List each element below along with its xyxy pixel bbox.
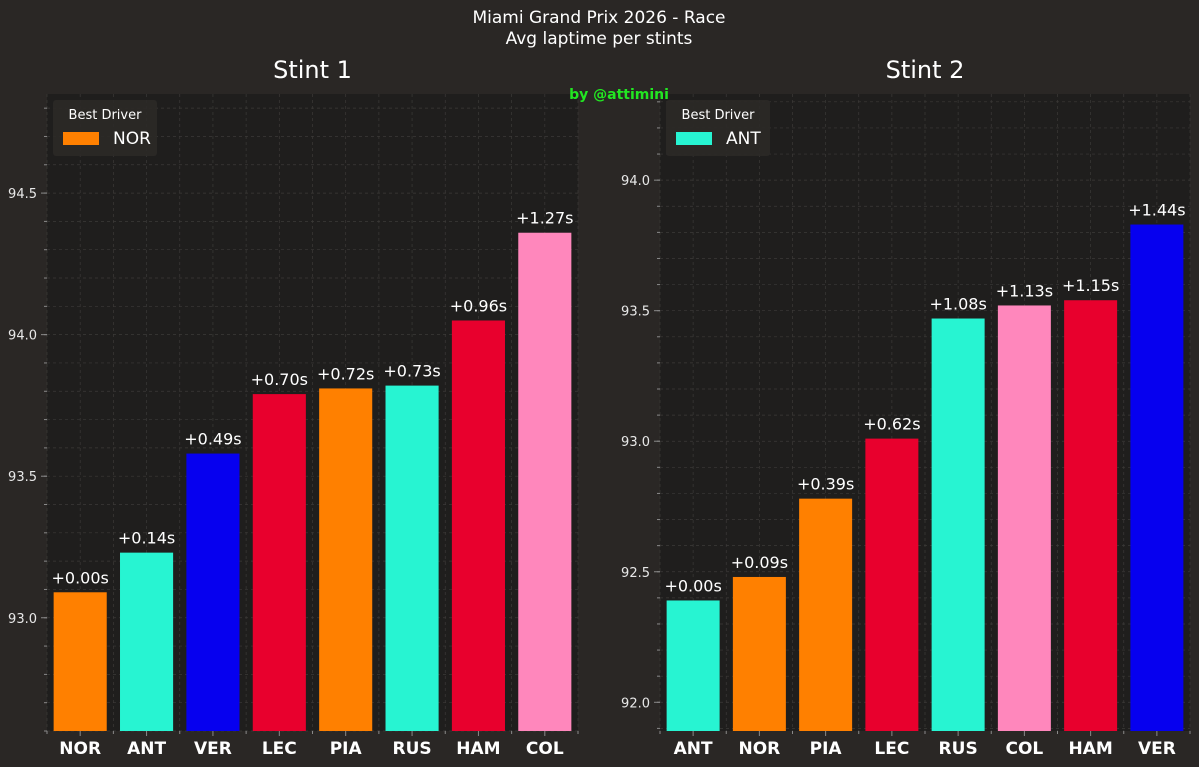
bar-value-label: +0.09s <box>731 553 788 572</box>
bar-value-label: +0.49s <box>184 430 241 449</box>
panel-title: Stint 2 <box>886 56 965 84</box>
x-tick-label: COL <box>1005 739 1043 759</box>
bar-rus <box>931 318 985 731</box>
bar-value-label: +1.15s <box>1062 276 1119 295</box>
y-tick-label: 93.0 <box>8 612 37 627</box>
bar-ham <box>451 320 505 731</box>
legend-title: Best Driver <box>69 108 143 123</box>
y-tick-label: 92.5 <box>621 566 650 581</box>
figure-title-line1: Miami Grand Prix 2026 - Race <box>472 8 725 28</box>
x-tick-label: ANT <box>674 739 713 759</box>
x-tick-label: VER <box>194 739 232 759</box>
x-tick-label: RUS <box>392 739 431 759</box>
y-tick-label: 94.5 <box>8 187 37 202</box>
bar-value-label: +0.39s <box>797 475 854 494</box>
bar-value-label: +1.44s <box>1128 201 1185 220</box>
x-tick-label: PIA <box>810 739 843 759</box>
bar-value-label: +0.73s <box>383 362 440 381</box>
bar-value-label: +1.08s <box>929 295 986 314</box>
bar-ant <box>120 552 174 731</box>
y-tick-label: 93.0 <box>621 435 650 450</box>
x-tick-label: VER <box>1138 739 1176 759</box>
credit-text: by @attimini <box>569 87 669 103</box>
y-tick-label: 94.0 <box>621 174 650 189</box>
stint-1-panel: Stint 1 93.0 93.5 94.0 94.5 +0.00s NOR +0.14s AN… <box>8 56 579 759</box>
legend: Best Driver NOR <box>53 100 157 156</box>
bar-pia <box>319 388 373 731</box>
bar-ver <box>186 453 240 731</box>
x-tick-label: HAM <box>1068 739 1112 759</box>
legend-swatch <box>676 132 712 145</box>
bar-lec <box>252 394 306 731</box>
panel-title: Stint 1 <box>273 56 352 84</box>
bar-value-label: +0.72s <box>317 364 374 383</box>
y-tick-label: 92.0 <box>621 696 650 711</box>
bar-value-label: +0.00s <box>664 576 721 595</box>
bar-value-label: +1.27s <box>516 209 573 228</box>
bar-value-label: +0.62s <box>863 415 920 434</box>
bar-lec <box>865 438 919 731</box>
x-tick-label: LEC <box>874 739 909 759</box>
x-tick-label: RUS <box>939 739 978 759</box>
bar-col <box>518 232 572 732</box>
x-tick-label: HAM <box>456 739 500 759</box>
legend: Best Driver ANT <box>666 100 770 156</box>
bar-ham <box>1064 300 1118 731</box>
bar-nor <box>53 592 107 731</box>
legend-swatch <box>63 132 99 145</box>
figure-title-line2: Avg laptime per stints <box>506 29 693 49</box>
legend-title: Best Driver <box>682 108 756 123</box>
bar-ant <box>666 600 720 731</box>
legend-label: ANT <box>726 129 761 149</box>
legend-label: NOR <box>113 129 151 149</box>
y-tick-label: 93.5 <box>621 305 650 320</box>
bar-value-label: +1.13s <box>996 281 1053 300</box>
bar-nor <box>732 576 786 731</box>
y-tick-label: 94.0 <box>8 329 37 344</box>
bar-value-label: +0.70s <box>251 370 308 389</box>
bar-rus <box>385 385 439 731</box>
bar-value-label: +0.00s <box>52 568 109 587</box>
x-tick-label: NOR <box>59 739 101 759</box>
bar-value-label: +0.96s <box>450 296 507 315</box>
bar-ver <box>1130 224 1184 732</box>
bar-pia <box>799 498 853 731</box>
y-tick-label: 93.5 <box>8 470 37 485</box>
x-tick-label: COL <box>526 739 564 759</box>
bar-value-label: +0.14s <box>118 529 175 548</box>
x-tick-label: PIA <box>330 739 363 759</box>
stint-2-panel: Stint 2 92.0 92.5 93.0 93.5 94.0 +0.00s ANT +0.0… <box>621 56 1191 759</box>
x-tick-label: NOR <box>738 739 780 759</box>
bar-col <box>997 305 1051 731</box>
x-tick-label: LEC <box>262 739 297 759</box>
x-tick-label: ANT <box>127 739 166 759</box>
